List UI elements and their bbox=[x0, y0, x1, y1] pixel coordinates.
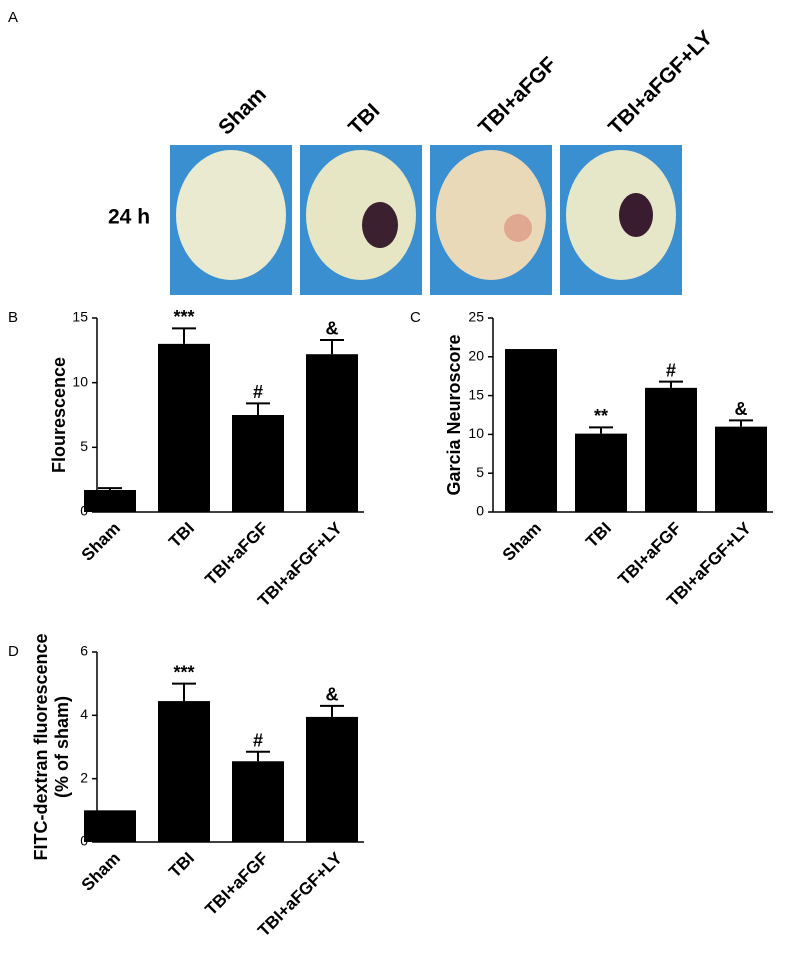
time-label: 24 h bbox=[108, 206, 150, 229]
y-axis-label: Garcia Neuroscore bbox=[444, 334, 464, 495]
significance-label: *** bbox=[173, 662, 194, 682]
significance-label: & bbox=[326, 685, 339, 705]
bar bbox=[158, 343, 210, 512]
bar bbox=[84, 810, 136, 842]
x-tick-label: TBI bbox=[165, 849, 198, 882]
panel-label: C bbox=[410, 309, 421, 326]
significance-label: # bbox=[253, 731, 263, 751]
error-bar bbox=[320, 704, 344, 717]
error-bar bbox=[172, 682, 196, 702]
bar bbox=[158, 701, 210, 842]
y-axis-label: Flourescence bbox=[49, 357, 69, 473]
brain bbox=[306, 150, 416, 280]
bar bbox=[232, 415, 284, 512]
error-bar bbox=[98, 487, 122, 491]
bar bbox=[575, 433, 627, 512]
condition-label: TBI+aFGF+LY bbox=[604, 26, 717, 139]
y-tick-label: 0 bbox=[476, 503, 484, 519]
significance-label: *** bbox=[173, 307, 194, 327]
y-tick-label: 2 bbox=[80, 769, 88, 785]
y-tick-label: 10 bbox=[468, 425, 484, 441]
significance-label: # bbox=[666, 360, 676, 380]
y-tick-label: 25 bbox=[468, 309, 484, 325]
bar bbox=[306, 716, 358, 842]
error-bar bbox=[659, 380, 683, 388]
error-bar bbox=[172, 327, 196, 344]
significance-label: ** bbox=[594, 406, 608, 426]
error-bar bbox=[246, 750, 270, 762]
y-axis-label: (% of sham) bbox=[52, 696, 72, 798]
significance-label: # bbox=[253, 382, 263, 402]
bar bbox=[306, 354, 358, 512]
brain-photos bbox=[170, 145, 682, 295]
y-tick-label: 6 bbox=[80, 643, 88, 659]
y-tick-label: 20 bbox=[468, 348, 484, 364]
bar bbox=[715, 426, 767, 512]
bar bbox=[84, 490, 136, 512]
panel-label: B bbox=[8, 309, 18, 326]
error-bar bbox=[320, 338, 344, 355]
significance-label: & bbox=[735, 399, 748, 419]
significance-label: & bbox=[326, 319, 339, 339]
y-tick-label: 4 bbox=[80, 706, 88, 722]
y-tick-label: 10 bbox=[72, 373, 88, 389]
y-tick-label: 15 bbox=[468, 386, 484, 402]
x-tick-label: Sham bbox=[78, 519, 124, 565]
x-tick-label: TBI+aFGF bbox=[614, 519, 685, 590]
x-tick-label: Sham bbox=[78, 849, 124, 895]
bar bbox=[505, 349, 557, 512]
error-bar bbox=[729, 419, 753, 427]
brain bbox=[436, 150, 546, 280]
x-tick-label: Sham bbox=[499, 519, 545, 565]
lesion bbox=[504, 214, 532, 242]
y-axis-label: FITC-dextran fluorescence bbox=[31, 633, 51, 860]
condition-label: TBI+aFGF bbox=[474, 53, 561, 140]
brain bbox=[176, 150, 286, 280]
error-bar bbox=[246, 402, 270, 415]
lesion bbox=[362, 202, 398, 248]
x-tick-label: TBI bbox=[165, 519, 198, 552]
y-tick-label: 5 bbox=[476, 464, 484, 480]
bar bbox=[232, 761, 284, 842]
bar bbox=[645, 387, 697, 512]
error-bar bbox=[589, 426, 613, 434]
condition-label: Sham bbox=[214, 83, 271, 140]
panel-label: D bbox=[8, 643, 19, 660]
lesion bbox=[619, 193, 653, 237]
condition-label: TBI bbox=[344, 99, 384, 139]
x-tick-label: TBI+aFGF bbox=[201, 849, 272, 920]
x-tick-label: TBI+aFGF bbox=[201, 519, 272, 590]
y-tick-label: 15 bbox=[72, 309, 88, 325]
panel-label: A bbox=[8, 9, 18, 26]
y-tick-label: 5 bbox=[80, 438, 88, 454]
x-tick-label: TBI bbox=[582, 519, 615, 552]
